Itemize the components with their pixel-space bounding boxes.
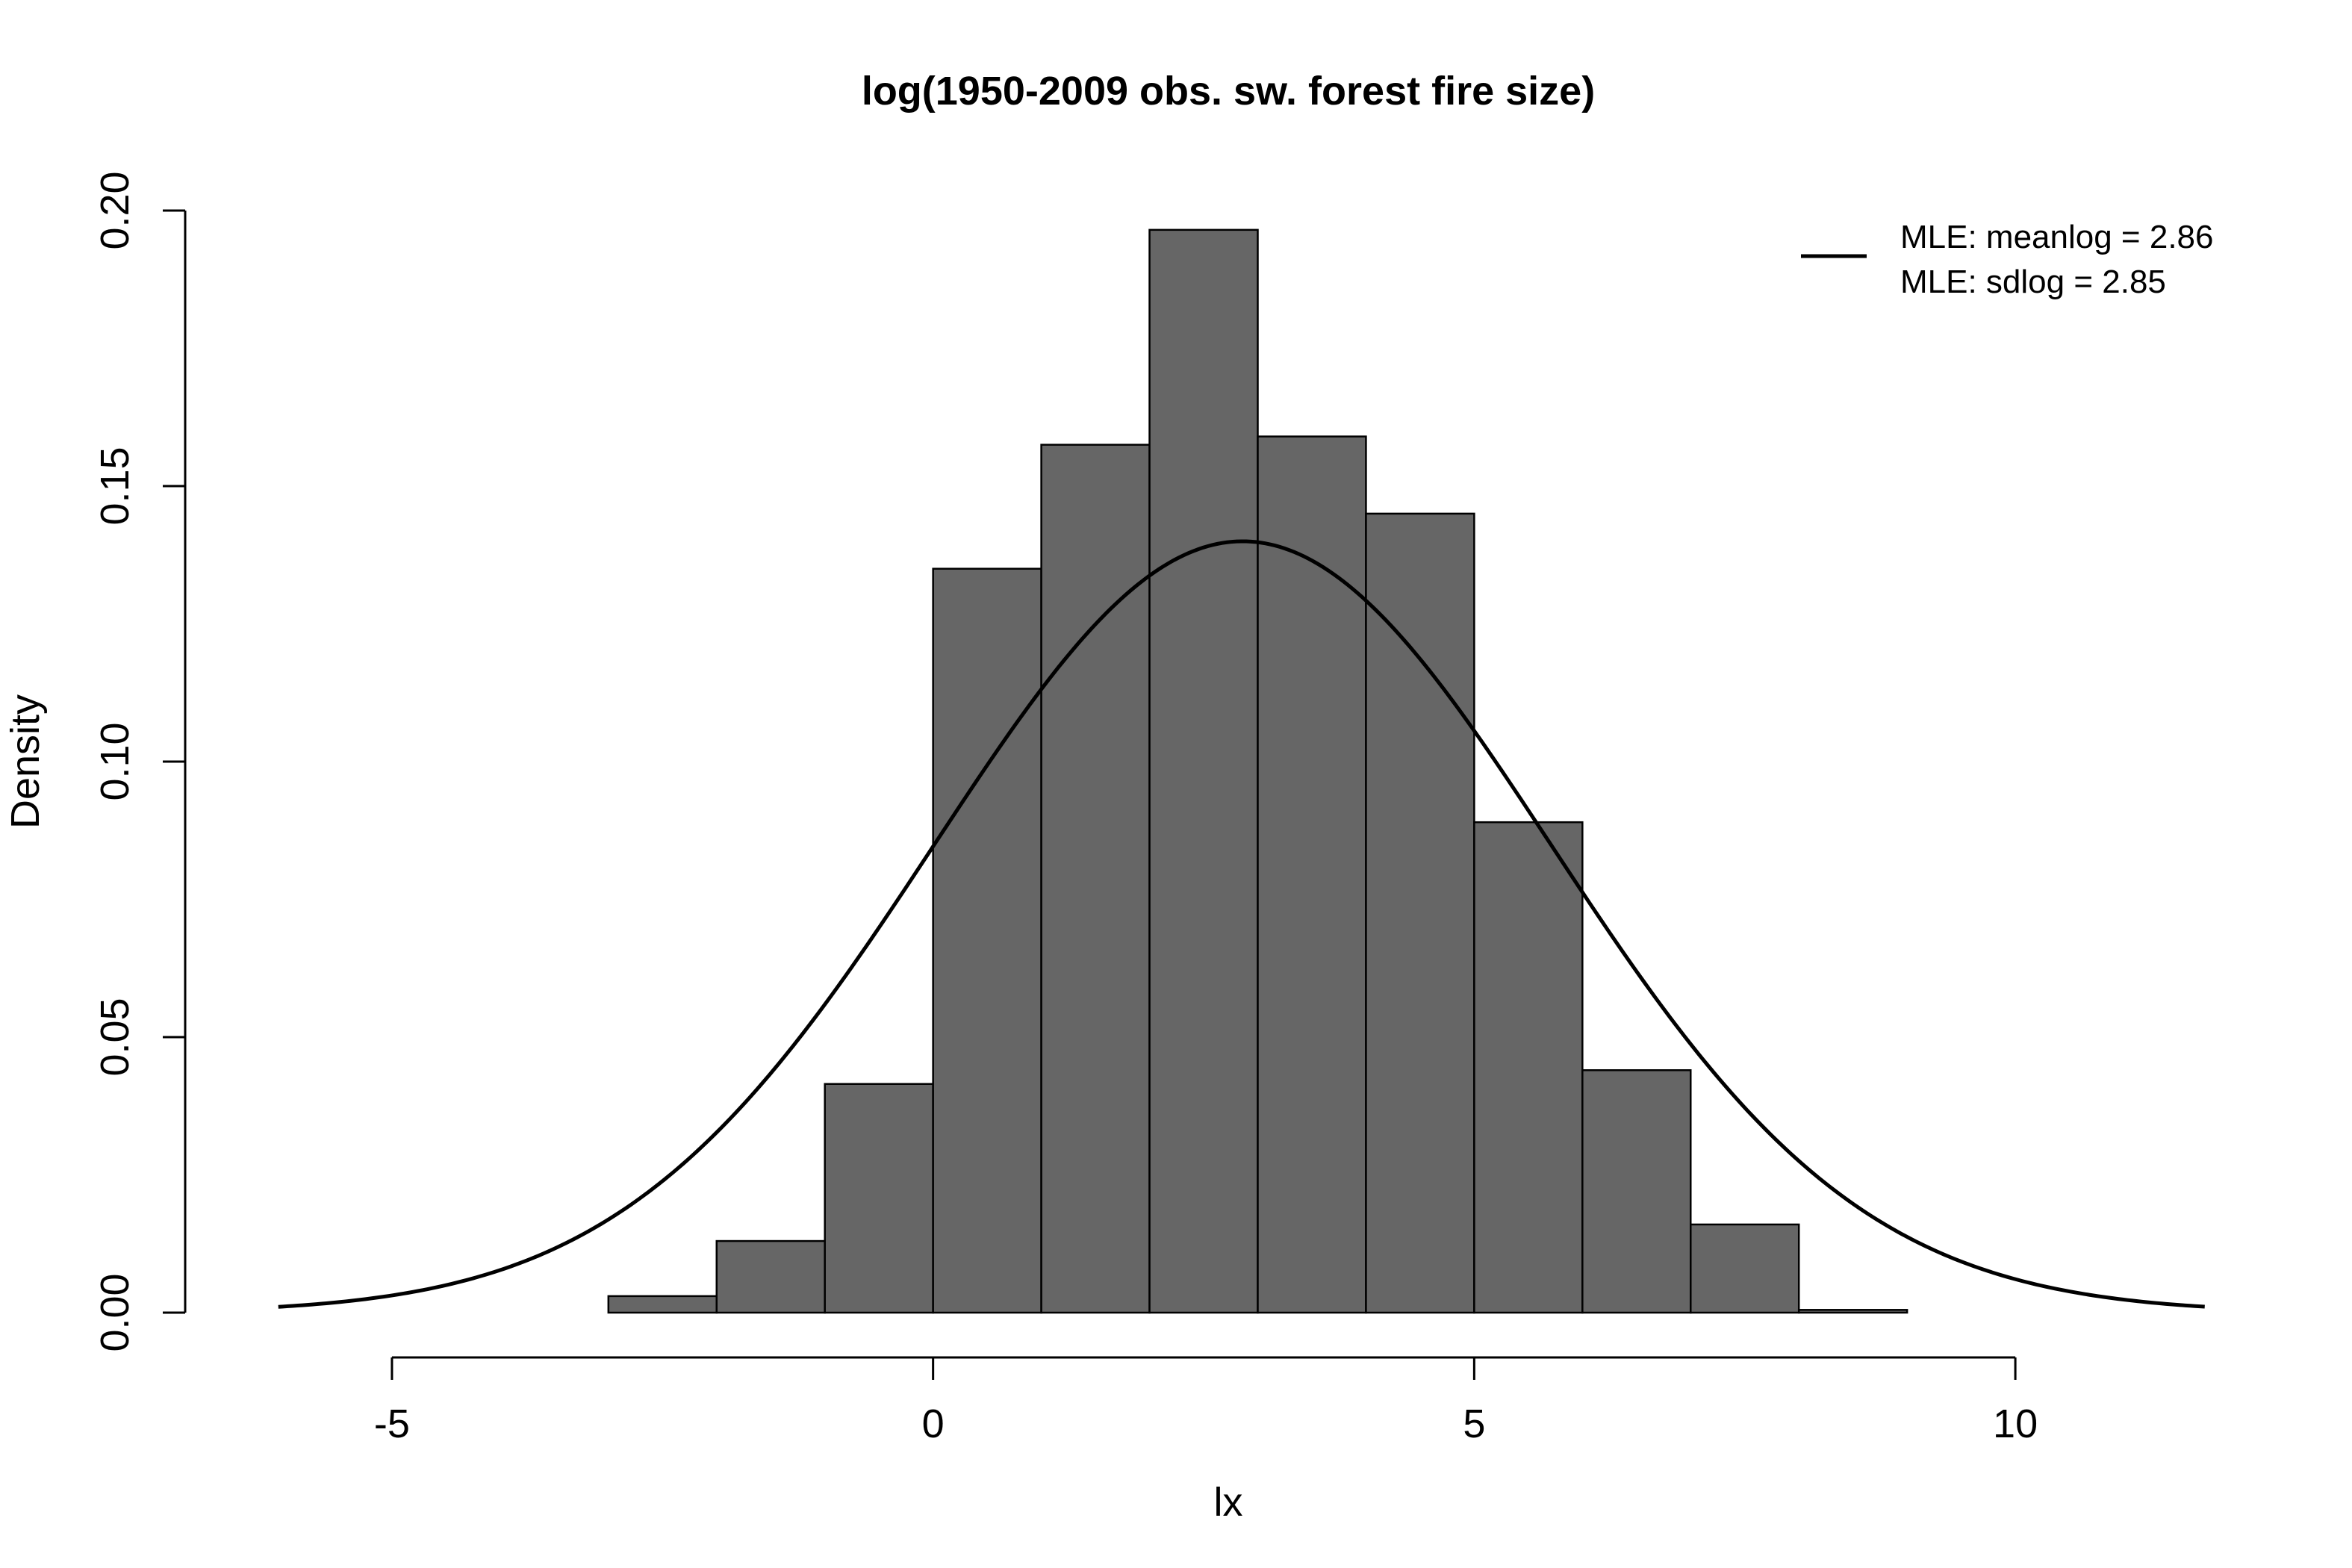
legend-entry-sdlog: MLE: sdlog = 2.85	[1900, 264, 2166, 300]
y-axis-ticks: 0.00 0.05 0.10 0.15 0.20	[93, 171, 185, 1352]
histogram-bar	[1257, 435, 1367, 1314]
histogram-bar	[1690, 1223, 1800, 1314]
legend: MLE: meanlog = 2.86 MLE: sdlog = 2.85	[1801, 219, 2213, 300]
histogram-bar	[824, 1083, 934, 1314]
histogram-bars	[607, 228, 1908, 1314]
x-tick-label: -5	[374, 1401, 410, 1446]
chart-title: log(1950-2009 obs. sw. forest fire size)	[862, 69, 1595, 113]
density-curve	[278, 539, 2205, 1309]
histogram-bar	[932, 567, 1042, 1314]
histogram-bar	[1365, 512, 1475, 1314]
x-tick-label: 10	[1993, 1401, 2038, 1446]
histogram-bar	[1581, 1069, 1692, 1314]
histogram-bar	[1040, 444, 1151, 1314]
y-tick-label: 0.15	[93, 447, 137, 525]
x-tick-label: 0	[922, 1401, 945, 1446]
y-tick-label: 0.00	[93, 1273, 137, 1351]
y-axis-label: Density	[3, 694, 48, 829]
histogram-bar	[1148, 228, 1259, 1314]
y-tick-label: 0.20	[93, 171, 137, 249]
x-axis-ticks: -5 0 5 10	[374, 1357, 2038, 1446]
y-tick-label: 0.05	[93, 998, 137, 1076]
y-tick-label: 0.10	[93, 722, 137, 800]
histogram-bar	[715, 1239, 826, 1314]
x-axis-label: lx	[1214, 1480, 1243, 1525]
histogram-bar	[1473, 821, 1584, 1314]
histogram-bar	[607, 1295, 718, 1314]
histogram-bar	[1797, 1309, 1908, 1314]
legend-entry-meanlog: MLE: meanlog = 2.86	[1900, 219, 2213, 255]
x-tick-label: 5	[1463, 1401, 1485, 1446]
